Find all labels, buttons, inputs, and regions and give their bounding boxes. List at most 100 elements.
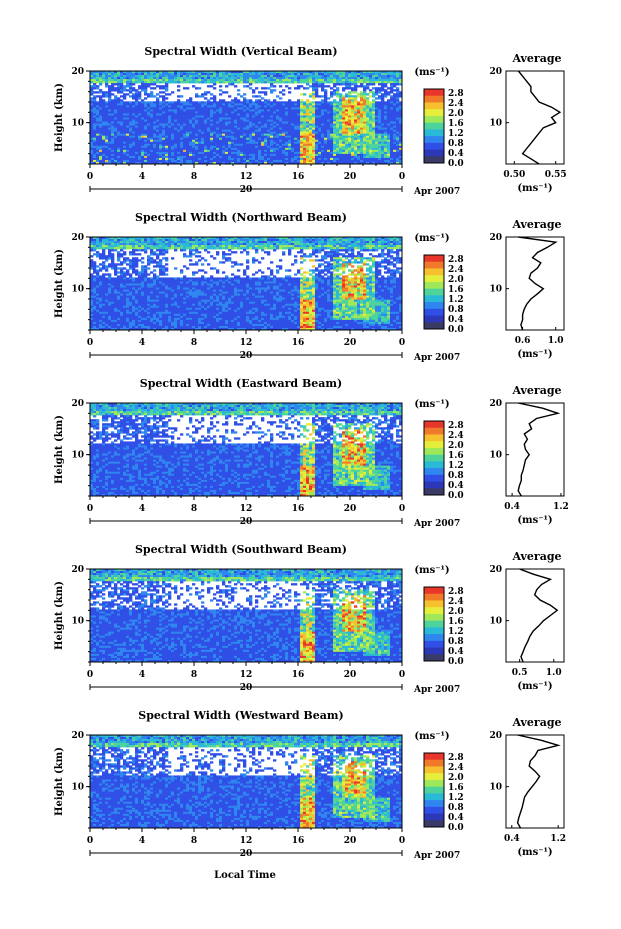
colorbar-swatch (424, 786, 444, 794)
x-tick-label: 16 (292, 670, 305, 680)
x-tick-label: 0 (87, 670, 93, 680)
y-tick-label: 20 (71, 565, 84, 575)
y-tick-label: 20 (71, 399, 84, 409)
colorbar-unit: (ms⁻¹) (414, 565, 449, 576)
colorbar-tick-label: 0.8 (448, 139, 464, 149)
colorbar-swatch (424, 806, 444, 814)
x-tick-label: 4 (139, 836, 145, 846)
colorbar-tick-label: 0.0 (448, 325, 464, 335)
x-tick-label: 8 (191, 172, 197, 182)
y-tick-label: 10 (71, 285, 84, 295)
colorbar-swatch (424, 447, 444, 456)
colorbar-swatch (424, 122, 444, 130)
x-tick-label: 12 (240, 836, 253, 846)
colorbar-unit: (ms⁻¹) (414, 67, 449, 78)
x-tick-label: 20 (344, 836, 357, 846)
profile-x-label: (ms⁻¹) (517, 183, 552, 194)
colorbar-swatch (424, 488, 444, 496)
x-tick-label: 12 (240, 338, 253, 348)
colorbar-tick-label: 0.4 (448, 813, 464, 823)
profile-title: Average (511, 716, 561, 729)
panel-title: Spectral Width (Vertical Beam) (144, 45, 337, 58)
colorbar-tick-label: 2.8 (448, 255, 464, 265)
colorbar-tick-label: 0.4 (448, 149, 464, 159)
profile-line (516, 734, 561, 829)
colorbar-tick-label: 2.4 (448, 597, 464, 607)
colorbar-swatch (424, 468, 444, 476)
colorbar-swatch (424, 773, 444, 781)
panel-1: Spectral Width (Northward Beam) 0 4 8 12 16 20… (54, 211, 565, 363)
colorbar-tick-label: 0.0 (448, 491, 464, 501)
x-axis-label: Local Time (214, 870, 276, 881)
x-tick-label: 20 (344, 172, 357, 182)
colorbar-tick-label: 2.0 (448, 441, 464, 451)
profile-frame (505, 734, 565, 829)
panel-2: Spectral Width (Eastward Beam) 0 4 8 12 16 20 0… (54, 377, 569, 529)
colorbar-swatch (424, 149, 444, 157)
date-day-label: 20 (240, 849, 253, 859)
colorbar-swatch (424, 647, 444, 655)
x-tick-label: 4 (139, 172, 145, 182)
colorbar-frame (423, 88, 445, 164)
profile-x-tick-label: 1.2 (553, 502, 569, 512)
colorbar-swatch (424, 261, 444, 269)
profile-x-label: (ms⁻¹) (517, 681, 552, 692)
colorbar-tick-label: 2.0 (448, 109, 464, 119)
colorbar-unit: (ms⁻¹) (414, 731, 449, 742)
date-label: Apr 2007 (413, 851, 460, 861)
colorbar-tick-label: 0.0 (448, 159, 464, 169)
x-tick-label: 16 (292, 172, 305, 182)
colorbar-tick-label: 1.2 (448, 793, 464, 803)
y-tick-label: 20 (71, 67, 84, 77)
colorbar-swatch (424, 441, 444, 449)
y-axis-label: Height (km) (54, 83, 65, 152)
colorbar-swatch (424, 474, 444, 482)
colorbar-tick-label: 2.8 (448, 753, 464, 763)
x-tick-label: 12 (240, 504, 253, 514)
colorbar-swatch (424, 322, 444, 330)
colorbar-swatch (424, 640, 444, 648)
profile-title: Average (511, 218, 561, 231)
colorbar-tick-label: 2.8 (448, 89, 464, 99)
colorbar-swatch (424, 268, 444, 276)
profile-x-tick-label: 0.6 (515, 336, 531, 346)
colorbar-swatch (424, 813, 444, 821)
x-tick-label: 0 (87, 504, 93, 514)
colorbar-unit: (ms⁻¹) (414, 233, 449, 244)
colorbar-swatch (424, 600, 444, 608)
date-day-label: 20 (240, 683, 253, 693)
date-label: Apr 2007 (413, 353, 460, 363)
colorbar-swatch (424, 115, 444, 124)
x-tick-label: 4 (139, 670, 145, 680)
date-day-label: 20 (240, 517, 253, 527)
colorbar-swatch (424, 759, 444, 767)
panel-0: Spectral Width (Vertical Beam) 0 4 8 12 16 20 0… (54, 45, 567, 197)
colorbar-tick-label: 2.8 (448, 421, 464, 431)
y-axis-label: Height (km) (54, 249, 65, 318)
colorbar-swatch (424, 95, 444, 103)
colorbar-tick-label: 1.6 (448, 285, 464, 295)
profile-x-label: (ms⁻¹) (517, 515, 552, 526)
profile-x-tick-label: 0.50 (503, 170, 525, 180)
x-tick-label: 0 (399, 172, 405, 182)
y-tick-label: 20 (71, 233, 84, 243)
x-tick-label: 16 (292, 338, 305, 348)
colorbar-swatch (424, 607, 444, 615)
colorbar-tick-label: 2.0 (448, 275, 464, 285)
x-tick-label: 16 (292, 836, 305, 846)
x-tick-label: 0 (87, 836, 93, 846)
colorbar-swatch (424, 620, 444, 628)
x-tick-label: 0 (87, 172, 93, 182)
profile-y-tick-label: 10 (489, 783, 502, 793)
colorbar-unit: (ms⁻¹) (414, 399, 449, 410)
x-tick-label: 12 (240, 670, 253, 680)
colorbar-tick-label: 1.2 (448, 627, 464, 637)
colorbar-swatch (424, 308, 444, 316)
colorbar-tick-label: 0.0 (448, 657, 464, 667)
x-tick-label: 4 (139, 338, 145, 348)
profile-line (517, 70, 562, 165)
y-tick-label: 10 (71, 783, 84, 793)
heatmap (90, 403, 403, 497)
colorbar-swatch (424, 800, 444, 808)
